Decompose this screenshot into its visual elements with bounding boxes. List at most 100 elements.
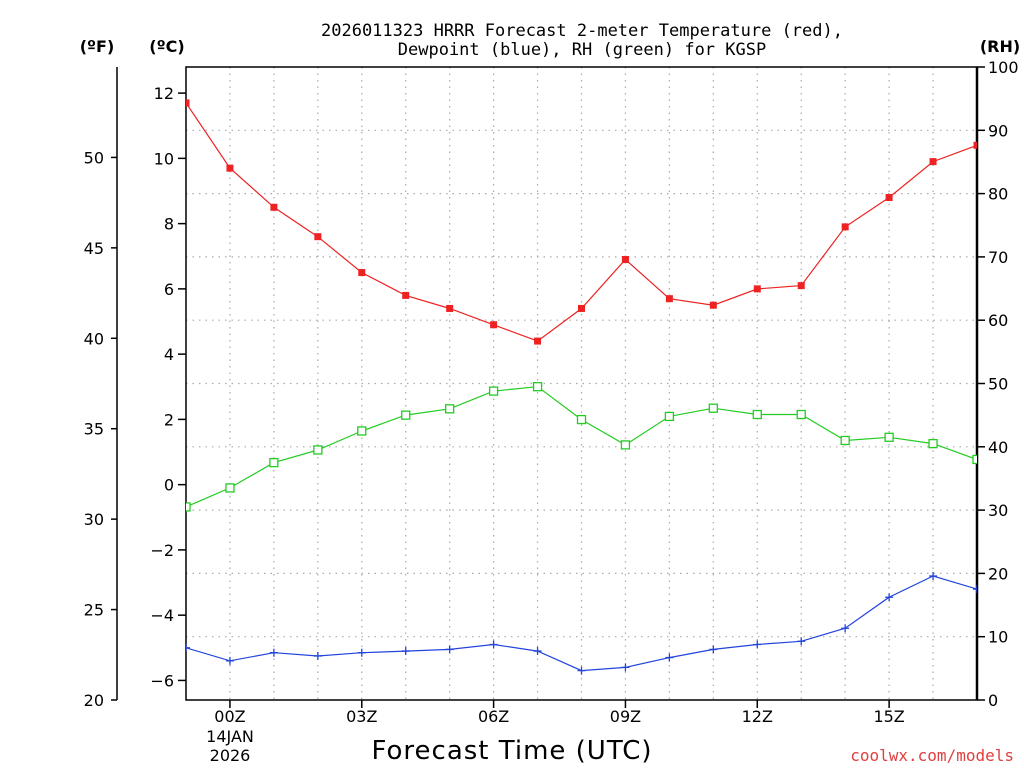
temperature-point [270,203,278,211]
temperature-point [709,301,717,309]
x-tick-label: 00Z [214,707,245,726]
celsius-tick-label: 6 [164,280,174,299]
x-date-line1: 14JAN [206,727,254,746]
rh-tick-label: 70 [988,248,1008,267]
rh-point [576,414,587,425]
rh-point [620,440,631,450]
rh-point [357,426,367,436]
temperature-point [402,291,410,299]
chart-title-line1: 2026011323 HRRR Forecast 2-meter Tempera… [321,21,843,41]
temperature-point [446,304,454,312]
temperature-point [973,141,977,149]
dewpoint-point [401,647,410,656]
fahrenheit-tick-label: 35 [84,420,104,439]
fahrenheit-tick-label: 40 [84,329,104,348]
rh-point [488,386,499,396]
dewpoint-point [357,648,366,657]
x-tick-label: 06Z [478,707,509,726]
rh-tick-label: 0 [988,691,998,710]
rh-tick-label: 10 [988,628,1008,647]
temperature-point [314,233,322,241]
celsius-tick-label: 12 [154,84,174,103]
temperature-point [534,337,542,345]
temperature-point [358,269,366,277]
temperature-point [186,99,190,107]
rh-point [445,404,455,414]
celsius-tick-label: 8 [164,215,174,234]
rh-point [269,457,279,468]
chart-title-line2: Dewpoint (blue), RH (green) for KGSP [398,40,766,60]
dewpoint-point [186,643,190,652]
fahrenheit-unit-label: (ºF) [80,37,115,56]
dewpoint-point [841,624,850,633]
axis-ticks: −6 −4 −2 0 2 4 6 8 10 12 20 25 30 35 40 45 50 0 10 20 30 40 50… [84,58,1019,726]
x-date-line2: 2026 [210,746,251,765]
temperature-point [226,164,234,172]
rh-unit-label: (RH) [980,37,1020,56]
celsius-unit-label: (ºC) [149,37,184,56]
rh-line [186,386,977,508]
rh-tick-label: 30 [988,501,1008,520]
rh-point [401,410,411,420]
rh-tick-label: 50 [988,375,1008,394]
fahrenheit-tick-label: 45 [84,239,104,258]
temperature-series [186,99,977,345]
rh-point [186,502,191,512]
temperature-point [490,321,498,329]
dewpoint-series [186,572,977,675]
rh-point [532,382,543,392]
rh-series [186,382,977,512]
rh-point [752,409,762,420]
dewpoint-line [186,575,977,672]
celsius-tick-label: 0 [164,476,174,495]
rh-point [796,409,806,420]
dewpoint-point [445,645,454,654]
temperature-point [665,295,673,303]
celsius-tick-label: 10 [154,149,174,168]
celsius-tick-label: −6 [150,671,174,690]
celsius-tick-label: −4 [150,606,174,625]
temperature-point [578,304,585,312]
x-tick-label: 12Z [742,707,773,726]
dewpoint-point [225,656,234,665]
dewpoint-point [621,663,630,672]
temperature-point [621,256,629,264]
data-series [186,99,977,675]
fahrenheit-tick-label: 30 [84,510,104,529]
fahrenheit-tick-label: 50 [84,148,104,167]
dewpoint-point [709,645,718,654]
celsius-tick-label: 2 [164,410,174,429]
grid-lines [186,67,978,700]
rh-point [884,432,894,442]
plot-frame [185,66,978,701]
temperature-point [797,282,805,290]
dewpoint-point [533,647,542,656]
rh-tick-label: 40 [988,438,1008,457]
temperature-point [753,285,761,293]
rh-tick-label: 80 [988,185,1008,204]
temperature-point [841,223,849,231]
rh-point [708,403,718,413]
celsius-tick-label: 4 [164,345,174,364]
x-tick-label: 09Z [610,707,641,726]
rh-point [225,483,235,493]
celsius-tick-label: −2 [150,541,174,560]
temperature-point [929,158,937,166]
dewpoint-point [753,640,762,649]
dewpoint-point [313,651,322,660]
dewpoint-point [797,637,806,646]
fahrenheit-tick-label: 25 [84,601,104,620]
dewpoint-point [269,648,278,657]
dewpoint-point [577,666,586,675]
dewpoint-point [973,585,977,594]
rh-tick-label: 100 [988,58,1019,77]
rh-tick-label: 20 [988,564,1008,583]
fahrenheit-tick-label: 20 [84,691,104,710]
rh-tick-label: 60 [988,311,1008,330]
rh-point [972,454,977,465]
rh-point [928,438,938,449]
x-tick-label: 03Z [346,707,377,726]
dewpoint-point [885,593,894,602]
rh-point [664,411,675,422]
